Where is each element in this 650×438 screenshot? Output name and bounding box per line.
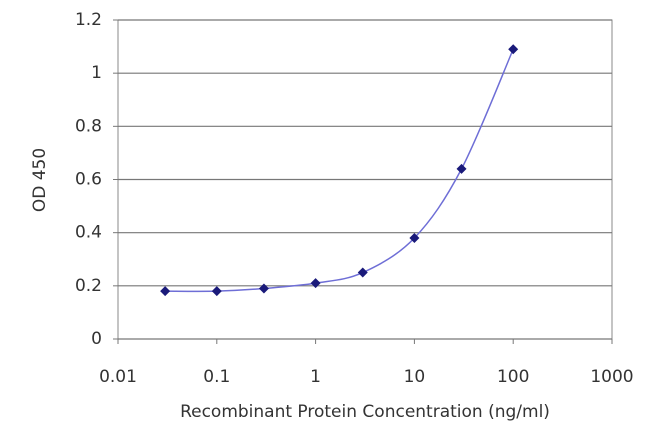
y-tick-label: 1.2 bbox=[75, 10, 102, 30]
y-tick-label: 0.8 bbox=[75, 116, 102, 136]
y-axis-label: OD 450 bbox=[30, 148, 50, 212]
x-axis-label: Recombinant Protein Concentration (ng/ml… bbox=[180, 402, 550, 422]
x-tick-label: 0.1 bbox=[203, 367, 230, 387]
y-tick-label: 0.2 bbox=[75, 276, 102, 296]
data-point bbox=[357, 267, 368, 278]
x-tick-label: 1000 bbox=[590, 367, 633, 387]
data-point bbox=[409, 232, 420, 243]
data-point bbox=[258, 283, 269, 294]
data-point bbox=[211, 286, 222, 297]
x-tick-label: 10 bbox=[404, 367, 426, 387]
y-tick-label: 0 bbox=[91, 329, 102, 349]
x-tick-label: 0.01 bbox=[99, 367, 137, 387]
y-tick-label: 1 bbox=[91, 63, 102, 83]
data-point bbox=[508, 44, 519, 55]
y-tick-label: 0.4 bbox=[75, 223, 102, 243]
data-point bbox=[310, 278, 321, 289]
data-point bbox=[160, 286, 171, 297]
x-tick-label: 100 bbox=[497, 367, 529, 387]
y-tick-label: 0.6 bbox=[75, 170, 102, 190]
data-point bbox=[456, 163, 467, 174]
x-tick-label: 1 bbox=[310, 367, 321, 387]
